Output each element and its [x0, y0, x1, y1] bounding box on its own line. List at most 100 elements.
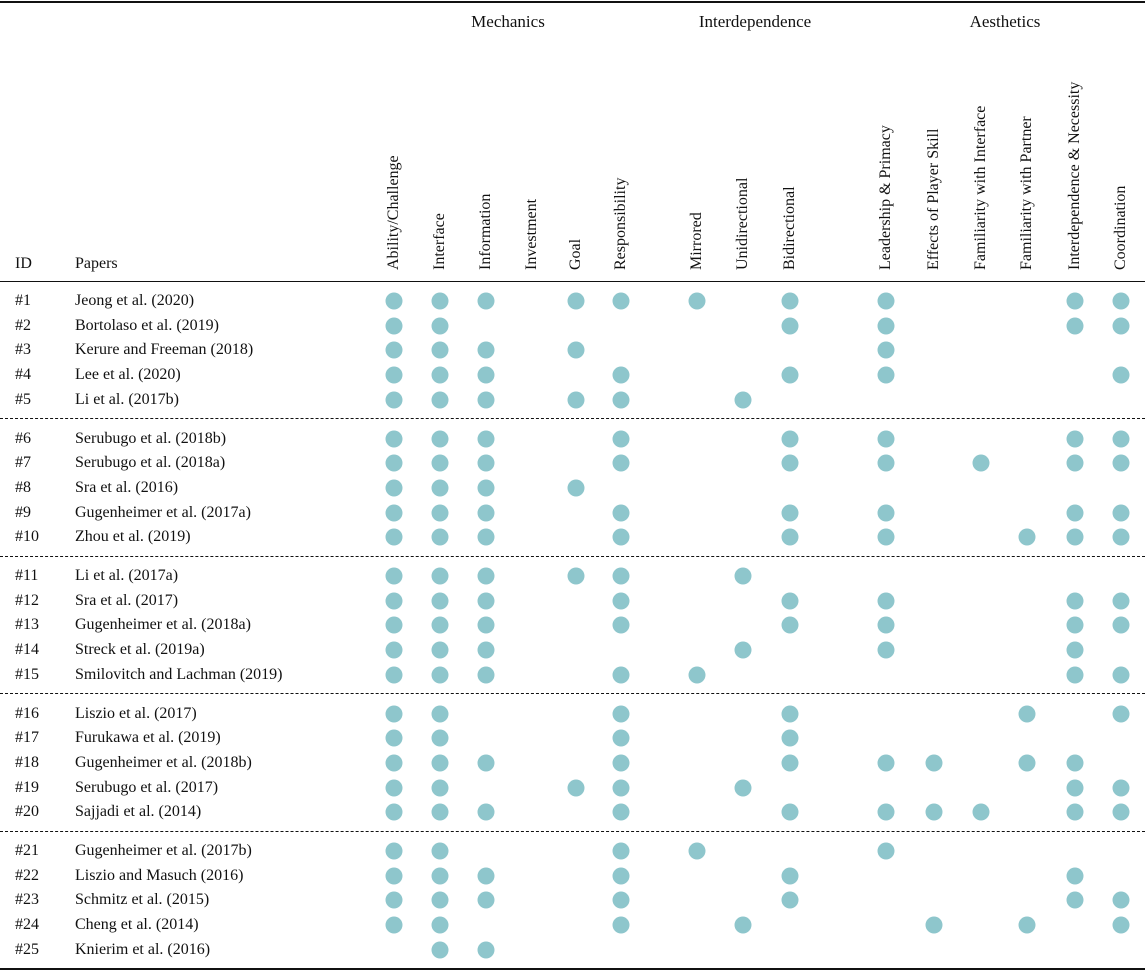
feature-dot	[1066, 454, 1084, 472]
row-paper: Smilovitch and Lachman (2019)	[75, 665, 283, 683]
row-paper: Streck et al. (2019a)	[75, 641, 205, 659]
feature-dot	[877, 641, 895, 659]
feature-dot	[431, 705, 449, 722]
feature-dot	[431, 666, 449, 684]
column-header: Interface	[431, 213, 448, 270]
feature-dot	[431, 366, 449, 384]
feature-dot	[925, 803, 943, 821]
column-header: Mirrored	[688, 212, 705, 270]
feature-dot	[781, 430, 799, 447]
row-id: #24	[15, 916, 39, 934]
feature-dot	[477, 641, 495, 659]
feature-dot	[477, 891, 495, 909]
feature-dot	[477, 341, 495, 359]
feature-dot	[781, 803, 799, 821]
row-paper: Sajjadi et al. (2014)	[75, 803, 202, 821]
feature-dot	[385, 916, 403, 934]
row-id: #10	[15, 528, 39, 546]
group-interdependence: Interdependence	[698, 12, 812, 31]
feature-dot	[385, 867, 403, 885]
feature-dot	[477, 592, 495, 610]
feature-dot	[877, 366, 895, 384]
feature-dot	[567, 292, 585, 310]
feature-dot	[877, 616, 895, 634]
feature-dot	[781, 454, 799, 472]
feature-dot	[385, 779, 403, 797]
header-rule	[0, 281, 1145, 282]
feature-dot	[734, 391, 752, 409]
feature-dot	[688, 842, 706, 860]
feature-dot	[877, 504, 895, 522]
feature-dot	[781, 729, 799, 747]
feature-dot	[781, 317, 799, 335]
feature-dot	[431, 567, 449, 585]
feature-dot	[431, 916, 449, 934]
feature-dot	[877, 592, 895, 610]
feature-dot	[431, 292, 449, 310]
row-id: #2	[15, 316, 31, 334]
feature-dot	[1112, 666, 1130, 684]
feature-dot	[877, 317, 895, 335]
feature-dot	[431, 391, 449, 409]
column-header: Interdependence & Necessity	[1066, 81, 1083, 270]
row-id: #11	[15, 567, 39, 584]
row-paper: Serubugo et al. (2018a)	[75, 454, 226, 472]
feature-dot	[1066, 592, 1084, 610]
row-id: #20	[15, 803, 39, 821]
feature-dot	[612, 592, 630, 610]
feature-dot	[1112, 317, 1130, 335]
feature-dot	[385, 666, 403, 684]
feature-dot	[877, 292, 895, 310]
column-header: Effects of Player Skill	[925, 128, 942, 270]
row-paper: Gugenheimer et al. (2018b)	[75, 753, 252, 771]
row-paper: Gugenheimer et al. (2017a)	[75, 503, 251, 521]
row-paper: Gugenheimer et al. (2017b)	[75, 842, 252, 859]
feature-dot	[1066, 754, 1084, 772]
row-id: #25	[15, 940, 39, 958]
row-id: #19	[15, 778, 39, 796]
row-paper: Serubugo et al. (2018b)	[75, 429, 227, 447]
group-separator	[0, 693, 1145, 695]
row-id: #1	[15, 292, 31, 309]
feature-dot	[477, 803, 495, 821]
feature-dot	[734, 916, 752, 934]
group-mechanics: Mechanics	[471, 12, 545, 31]
group-separator	[0, 418, 1145, 420]
column-header: Bidirectional	[781, 186, 798, 270]
column-header: Responsibility	[612, 177, 629, 270]
row-paper: Kerure and Freeman (2018)	[75, 341, 254, 359]
feature-dot	[781, 366, 799, 384]
row-paper: Li et al. (2017a)	[75, 567, 179, 584]
feature-dot	[877, 341, 895, 359]
feature-dot	[477, 292, 495, 310]
feature-dot	[385, 616, 403, 634]
feature-dot	[1112, 891, 1130, 909]
feature-dot	[612, 292, 630, 310]
column-header: Familiarity with Partner	[1018, 116, 1035, 270]
row-id: #21	[15, 842, 39, 859]
feature-dot	[385, 803, 403, 821]
feature-dot	[385, 528, 403, 546]
feature-dot	[477, 366, 495, 384]
row-paper: Knierim et al. (2016)	[75, 940, 211, 958]
feature-dot	[567, 479, 585, 497]
feature-dot	[734, 641, 752, 659]
row-id: #23	[15, 891, 39, 909]
feature-dot	[877, 430, 895, 447]
row-paper: Zhou et al. (2019)	[75, 528, 191, 546]
feature-dot	[612, 842, 630, 860]
feature-dot	[1112, 430, 1130, 447]
feature-dot	[385, 341, 403, 359]
feature-dot	[385, 891, 403, 909]
feature-dot	[1066, 528, 1084, 546]
feature-dot	[477, 666, 495, 684]
id-column-header: ID	[15, 255, 32, 272]
feature-dot	[612, 867, 630, 885]
feature-dot	[1112, 366, 1130, 384]
group-separator	[0, 555, 1145, 557]
row-id: #5	[15, 390, 31, 408]
column-header: Coordination	[1112, 185, 1129, 270]
feature-dot	[477, 567, 495, 585]
feature-dot	[612, 705, 630, 722]
feature-dot	[385, 641, 403, 659]
